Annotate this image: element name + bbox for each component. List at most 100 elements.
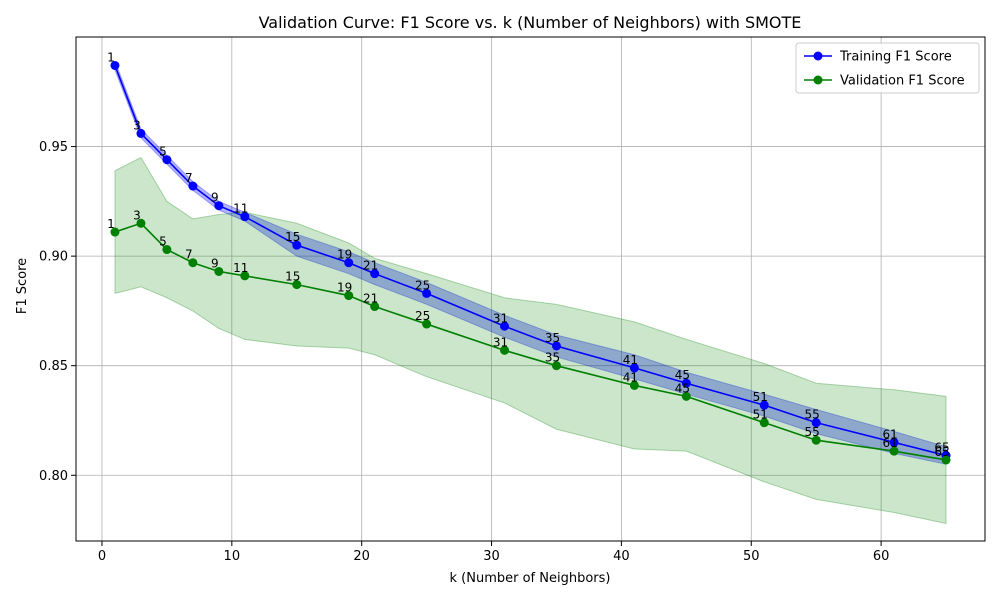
- data-point: [889, 437, 899, 447]
- data-point-label: 55: [805, 425, 820, 439]
- data-point-label: 31: [493, 311, 508, 325]
- data-point-label: 61: [882, 436, 897, 450]
- series-lines: [114, 65, 947, 461]
- data-point-label: 41: [623, 353, 638, 367]
- data-point: [110, 227, 120, 237]
- y-tick-label: 0.85: [39, 359, 68, 374]
- data-point: [162, 245, 172, 255]
- data-point: [136, 128, 146, 138]
- data-point-label: 5: [159, 145, 167, 159]
- data-point: [370, 302, 380, 312]
- data-point-label: 45: [675, 368, 690, 382]
- data-point: [759, 400, 769, 410]
- data-point: [681, 391, 691, 401]
- x-tick-label: 60: [873, 549, 890, 564]
- data-point-label: 9: [211, 191, 219, 205]
- data-point-label: 3: [133, 118, 141, 132]
- data-point-label: 51: [753, 390, 768, 404]
- series-points: [110, 60, 951, 465]
- data-point: [422, 288, 432, 298]
- x-tick-label: 30: [483, 549, 500, 564]
- data-point-label: 11: [233, 261, 248, 275]
- data-point-label: 19: [337, 248, 352, 262]
- data-point-label: 35: [545, 351, 560, 365]
- x-axis-label: k (Number of Neighbors): [450, 571, 611, 586]
- series-line-0: [114, 65, 947, 457]
- data-point-label: 7: [185, 248, 193, 262]
- legend-marker: [813, 75, 823, 85]
- data-point-label: 1: [107, 217, 115, 231]
- y-tick-label: 0.90: [39, 250, 68, 265]
- data-point-label: 65: [934, 445, 949, 459]
- data-point-label: 41: [623, 370, 638, 384]
- data-point-label: 7: [185, 171, 193, 185]
- data-point-label: 65: [934, 441, 949, 455]
- data-point: [629, 363, 639, 373]
- x-tick-label: 10: [224, 549, 241, 564]
- x-tick-label: 0: [98, 549, 106, 564]
- y-tick-label: 0.95: [39, 140, 68, 155]
- data-point: [811, 435, 821, 445]
- data-point-label: 55: [805, 408, 820, 422]
- data-point: [889, 446, 899, 456]
- data-point: [344, 258, 354, 268]
- data-point-label: 15: [285, 230, 300, 244]
- data-point-label: 35: [545, 331, 560, 345]
- data-point-label: 15: [285, 270, 300, 284]
- data-point-label: 45: [675, 381, 690, 395]
- data-point: [681, 378, 691, 388]
- data-point: [759, 418, 769, 428]
- grid: [76, 37, 985, 541]
- x-tick-label: 40: [613, 549, 630, 564]
- data-point-label: 31: [493, 335, 508, 349]
- legend-box: [795, 42, 980, 94]
- series-line-1: [114, 222, 947, 461]
- data-point: [941, 455, 951, 465]
- data-point: [811, 418, 821, 428]
- data-point: [292, 280, 302, 290]
- plot-frame: [75, 36, 986, 542]
- data-point-label: 21: [363, 259, 378, 273]
- data-point: [240, 271, 250, 281]
- legend-entry-label: Validation F1 Score: [840, 74, 965, 89]
- data-point: [370, 269, 380, 279]
- data-point: [422, 319, 432, 329]
- data-point-label: 1: [107, 50, 115, 64]
- data-point-label: 5: [159, 235, 167, 249]
- data-point: [500, 321, 510, 331]
- data-point: [188, 258, 198, 268]
- confidence-bands: [114, 60, 947, 525]
- confidence-band-1: [114, 156, 947, 525]
- y-tick-label: 0.80: [39, 469, 68, 484]
- data-point: [240, 212, 250, 222]
- data-point: [214, 266, 224, 276]
- legend-marker: [813, 51, 823, 61]
- data-point: [344, 291, 354, 301]
- data-point: [136, 218, 146, 228]
- chart-title: Validation Curve: F1 Score vs. k (Number…: [259, 13, 802, 32]
- data-point-label: 51: [753, 408, 768, 422]
- data-point-label: 3: [133, 208, 141, 222]
- data-point: [551, 361, 561, 371]
- data-point-label: 25: [415, 309, 430, 323]
- data-point: [629, 380, 639, 390]
- data-point: [292, 240, 302, 250]
- data-point: [500, 345, 510, 355]
- data-point-label: 21: [363, 292, 378, 306]
- data-point-label: 9: [211, 256, 219, 270]
- x-tick-label: 20: [353, 549, 370, 564]
- legend: Training F1 Score Validation F1 Score: [795, 42, 980, 94]
- x-tick-label: 50: [743, 549, 760, 564]
- data-point: [162, 155, 172, 165]
- data-point: [214, 201, 224, 211]
- data-point: [110, 60, 120, 70]
- data-point-label: 25: [415, 278, 430, 292]
- data-point: [188, 181, 198, 191]
- data-point-label: 11: [233, 202, 248, 216]
- y-axis-label: F1 Score: [15, 258, 30, 314]
- data-point: [551, 341, 561, 351]
- axis-ticks: 0 10 20 30 40 50 60 0.80 0.85 0.90 0.95: [39, 140, 889, 564]
